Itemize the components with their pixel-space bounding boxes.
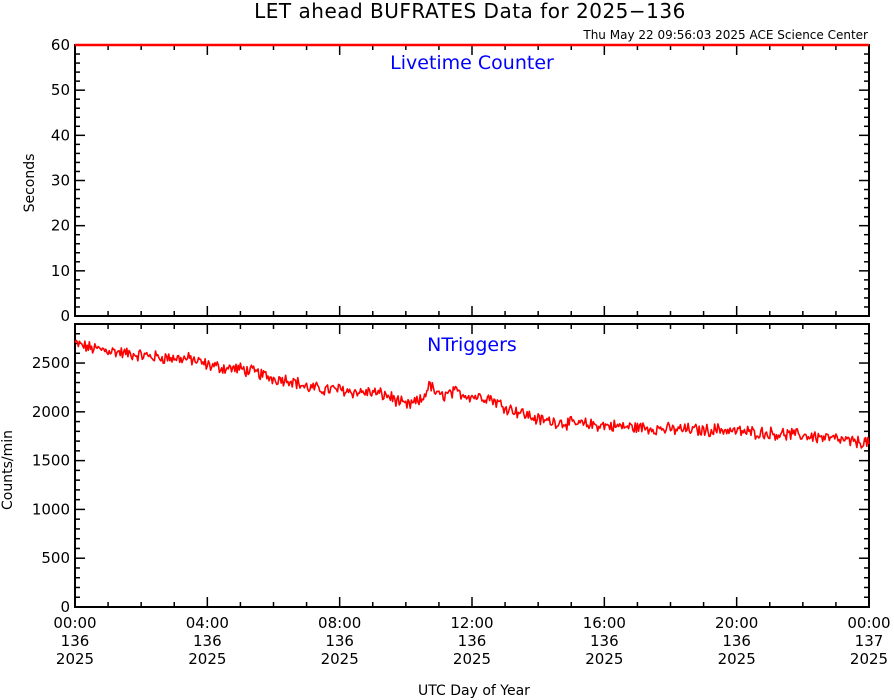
x-tick-label: 08:00 (318, 614, 361, 632)
x-tick-label: 2025 (188, 650, 226, 668)
y-tick-label: 60 (51, 36, 70, 54)
x-tick-label: 2025 (56, 650, 94, 668)
x-tick-label: 136 (458, 632, 487, 650)
timestamp: Thu May 22 09:56:03 2025 ACE Science Cen… (582, 28, 868, 42)
x-tick-label: 16:00 (583, 614, 626, 632)
ntriggers-panel: 0 500 1000 1500 2000 2500 Counts/min NTriggers (0, 323, 870, 616)
y-tick-label: 40 (51, 126, 70, 144)
livetime-panel: 0 10 20 30 40 50 60 Seconds Livetime Counter (22, 36, 870, 325)
x-tick-label: 136 (61, 632, 90, 650)
x-tick-label: 12:00 (450, 614, 493, 632)
x-tick-label: 2025 (718, 650, 756, 668)
y-tick-label: 30 (51, 172, 70, 190)
y-tick-label: 1500 (32, 452, 70, 470)
x-tick-label: 136 (193, 632, 222, 650)
panel-title: Livetime Counter (390, 52, 554, 74)
x-tick-label: 2025 (453, 650, 491, 668)
y-axis-label: Counts/min (0, 430, 16, 510)
y-tick-label: 0 (60, 598, 70, 616)
x-axis-label: UTC Day of Year (418, 683, 530, 699)
chart-title: LET ahead BUFRATES Data for 2025−136 (254, 0, 686, 23)
x-tick-label: 2025 (850, 650, 888, 668)
plot-frame (74, 44, 870, 317)
y-tick-label: 2500 (32, 354, 70, 372)
panel-title: NTriggers (427, 334, 517, 356)
y-tick-label: 1000 (32, 500, 70, 518)
x-tick-label: 00:00 (53, 614, 96, 632)
series-line (74, 339, 870, 449)
y-tick-label: 10 (51, 262, 70, 280)
y-tick-label: 0 (60, 307, 70, 325)
x-tick-label: 00:00 (847, 614, 890, 632)
y-tick-label: 20 (51, 217, 70, 235)
plot-frame (74, 323, 870, 608)
x-tick-label: 2025 (585, 650, 623, 668)
y-tick-label: 500 (41, 549, 70, 567)
y-axis-label: Seconds (22, 154, 38, 213)
x-tick-label: 04:00 (186, 614, 229, 632)
y-tick-label: 2000 (32, 403, 70, 421)
x-tick-label: 2025 (321, 650, 359, 668)
y-tick-label: 50 (51, 81, 70, 99)
x-tick-label: 136 (722, 632, 751, 650)
x-tick-label: 136 (590, 632, 619, 650)
x-tick-labels: 00:00136202504:00136202508:00136202512:0… (53, 614, 890, 668)
x-tick-label: 20:00 (715, 614, 758, 632)
x-tick-label: 137 (855, 632, 884, 650)
x-tick-label: 136 (325, 632, 354, 650)
